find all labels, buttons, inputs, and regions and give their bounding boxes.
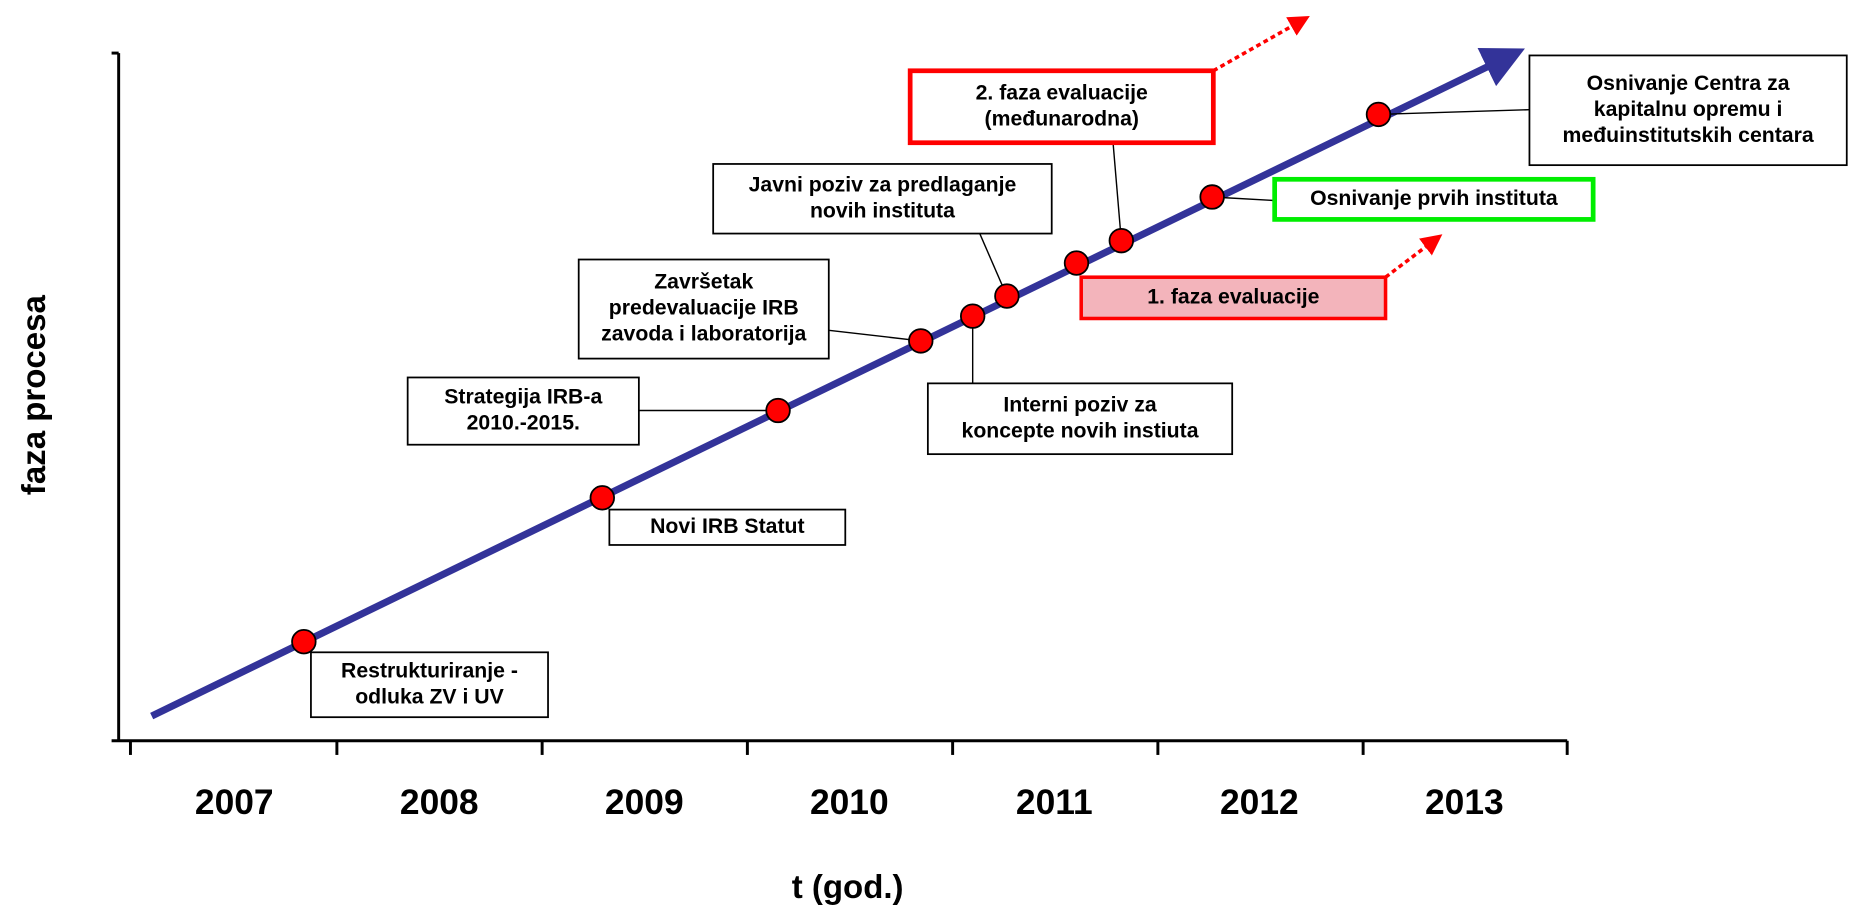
event-label: Novi IRB Statut xyxy=(650,515,804,538)
year-label: 2013 xyxy=(1425,783,1504,822)
event-box xyxy=(1079,275,1388,321)
event-box xyxy=(712,163,1053,235)
event-label: 2. faza evaluacije xyxy=(976,81,1148,104)
process-line xyxy=(150,47,1525,720)
event-box xyxy=(577,258,830,360)
arrow xyxy=(1384,234,1443,279)
event-label: (međunarodna) xyxy=(985,107,1139,130)
event-label: Restrukturiranje - xyxy=(341,659,518,682)
x-axis-label: t (god.) xyxy=(792,868,904,905)
event-box xyxy=(1528,54,1848,167)
event-label: kapitalnu opremu i xyxy=(1594,98,1783,121)
milestone-dot xyxy=(1108,227,1134,254)
event-box xyxy=(907,68,1216,146)
year-label: 2010 xyxy=(810,783,889,822)
milestone-dot xyxy=(589,485,615,511)
event-label: 1. faza evaluacije xyxy=(1147,285,1319,308)
event-box xyxy=(608,508,847,546)
event-label: Interni poziv za xyxy=(1003,393,1156,416)
event-label: Osnivanje prvih instituta xyxy=(1310,187,1558,210)
event-box xyxy=(926,382,1234,456)
event-box xyxy=(1272,176,1596,222)
event-label: odluka ZV i UV xyxy=(355,685,504,708)
leader-line xyxy=(1112,142,1123,241)
milestone-dot xyxy=(908,328,934,354)
event-box xyxy=(310,651,549,719)
event-label: Osnivanje Centra za xyxy=(1587,72,1790,95)
milestone-dot xyxy=(960,303,986,329)
arrow xyxy=(1212,15,1310,73)
event-label: Završetak xyxy=(654,271,753,294)
milestone-dot xyxy=(765,397,791,424)
event-box xyxy=(406,376,640,446)
leader-line xyxy=(1378,108,1530,116)
year-label: 2007 xyxy=(195,783,274,822)
event-label: Javni poziv za predlaganje xyxy=(749,173,1017,196)
event-label: međuinstitutskih centara xyxy=(1563,124,1814,147)
year-label: 2011 xyxy=(1016,783,1093,822)
year-label: 2012 xyxy=(1220,783,1299,822)
axes: 2007 2008 2009 2010 2011 2012 2013 xyxy=(111,51,1569,822)
event-label: predevaluacije IRB xyxy=(609,297,799,320)
year-label: 2009 xyxy=(605,783,684,822)
event-label: 2010.-2015. xyxy=(467,412,580,435)
milestone-dot xyxy=(994,283,1020,309)
milestone-dot xyxy=(1063,250,1090,276)
event-label: zavoda i laboratorija xyxy=(601,323,806,346)
year-label: 2008 xyxy=(400,783,479,822)
event-label: Strategija IRB-a xyxy=(444,386,602,409)
event-label: novih instituta xyxy=(810,199,955,222)
leader-line xyxy=(828,329,921,342)
milestone-dot xyxy=(1365,101,1392,128)
milestone-dot xyxy=(1199,184,1225,210)
event-label: koncepte novih instiuta xyxy=(962,419,1199,442)
y-axis-label: faza procesa xyxy=(15,295,52,496)
milestone-dot xyxy=(291,629,317,655)
